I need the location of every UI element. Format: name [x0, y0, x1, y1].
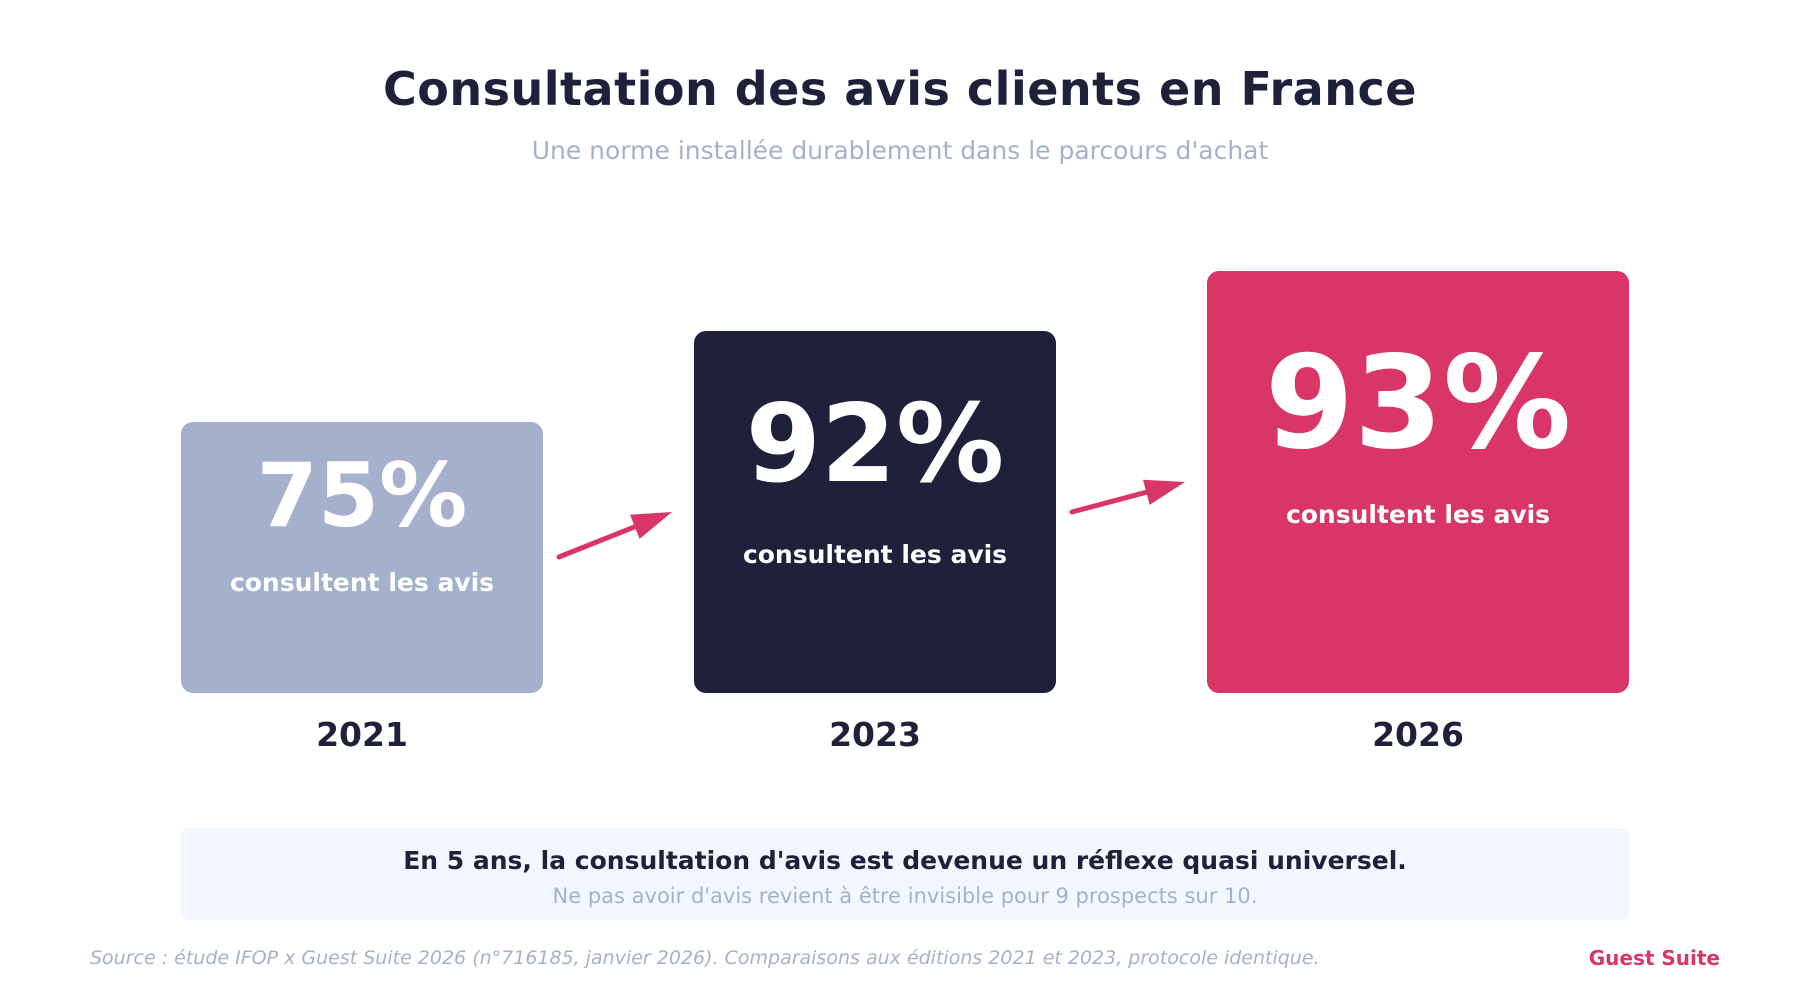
bar-2026 — [1207, 271, 1629, 693]
arrow-shaft-2 — [1069, 488, 1153, 515]
caption-label-2026: consultent les avis — [1286, 500, 1550, 529]
caption-label-2023: consultent les avis — [743, 540, 1007, 569]
chart-title: Consultation des avis clients en France — [383, 62, 1417, 116]
year-label-2026: 2026 — [1372, 715, 1464, 754]
caption-label-2021: consultent les avis — [230, 568, 494, 597]
chart-area: 75% consultent les avis 2021 92% consultent … — [181, 271, 1629, 754]
callout-main-text: En 5 ans, la consultation d'avis est dev… — [403, 846, 1407, 875]
source-note: Source : étude IFOP x Guest Suite 2026 (… — [90, 947, 1320, 969]
chart-subtitle: Une norme installée durablement dans le … — [531, 136, 1269, 165]
callout-box: En 5 ans, la consultation d'avis est dev… — [181, 828, 1629, 920]
arrow-shaft-1 — [556, 522, 642, 560]
brand-logo-text: Guest Suite — [1588, 946, 1720, 970]
arrow-head-1 — [630, 512, 672, 539]
value-label-2026: 93% — [1265, 329, 1571, 478]
year-label-2023: 2023 — [829, 715, 921, 754]
bar-2021 — [181, 422, 543, 693]
arrow-head-2 — [1143, 479, 1185, 505]
callout-sub-text: Ne pas avoir d'avis revient à être invis… — [552, 884, 1258, 908]
year-label-2021: 2021 — [316, 715, 408, 754]
bar-2023 — [694, 331, 1056, 693]
value-label-2021: 75% — [257, 444, 468, 547]
value-label-2023: 92% — [746, 382, 1005, 507]
